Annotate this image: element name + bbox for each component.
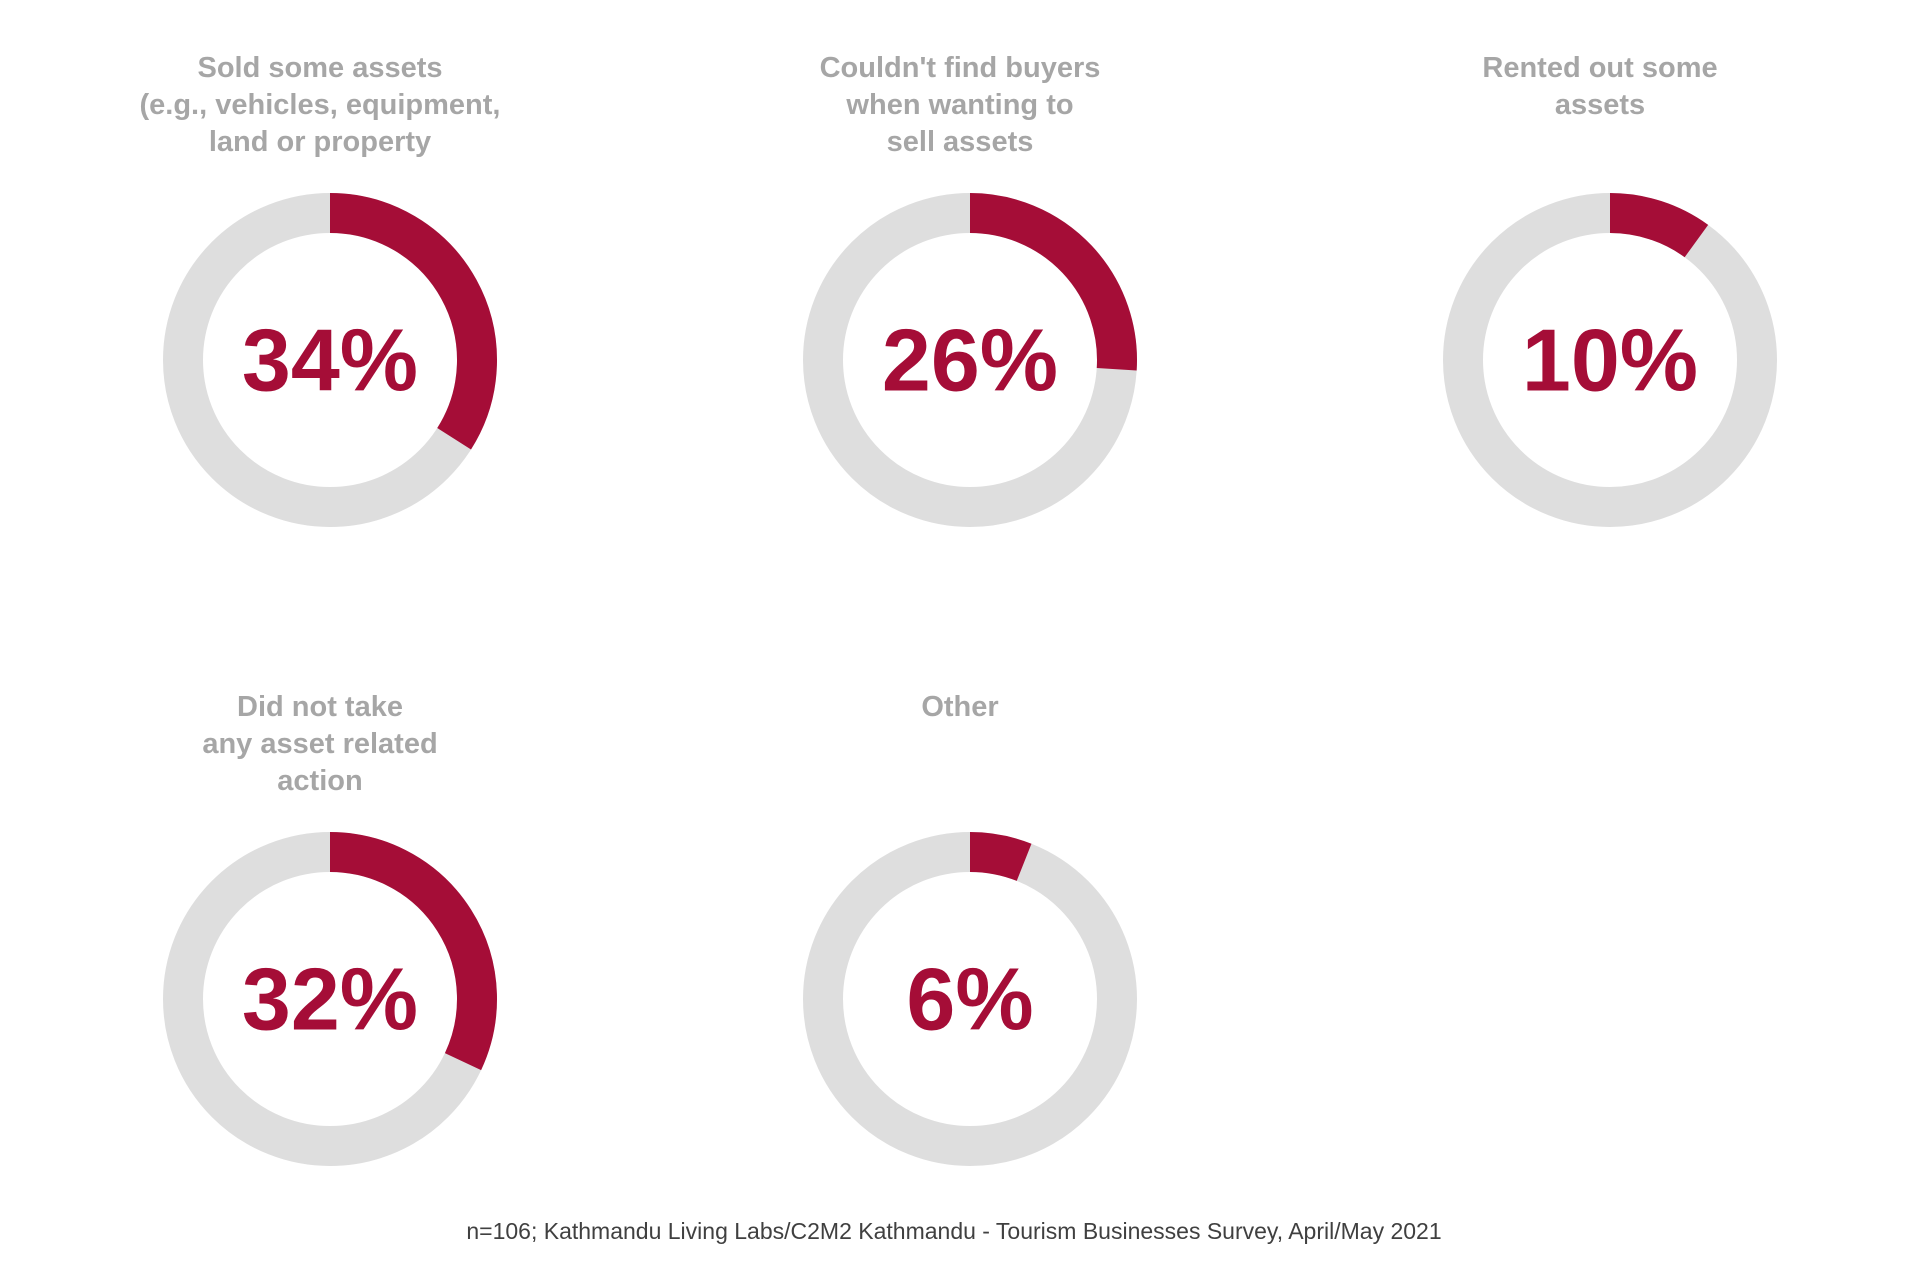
- panel-title: Couldn't find buyers when wanting to sel…: [710, 50, 1210, 161]
- title-line: Did not take: [237, 691, 403, 723]
- title-line: land or property: [208, 126, 432, 158]
- donut-panel-other: Other 6%: [710, 689, 1210, 1209]
- donut-panel-no-buyers: Couldn't find buyers when wanting to sel…: [710, 50, 1210, 570]
- donut-chart: 26%: [803, 193, 1137, 527]
- percent-label: 6%: [906, 950, 1033, 1049]
- title-line: assets: [1554, 89, 1646, 121]
- donut-chart: 34%: [163, 193, 497, 527]
- donut-chart: 10%: [1443, 193, 1777, 527]
- donut-panel-rented-assets: Rented out some assets 10%: [1350, 50, 1850, 570]
- percent-label: 26%: [882, 311, 1058, 410]
- panel-title: Other: [710, 689, 1210, 726]
- title-line: Sold some assets: [197, 52, 443, 84]
- donut-panel-no-action: Did not take any asset related action 32…: [70, 689, 570, 1209]
- donut-value-arc: [969, 193, 1137, 371]
- panel-title: Rented out some assets: [1350, 50, 1850, 124]
- percent-label: 10%: [1522, 311, 1698, 410]
- percent-label: 34%: [242, 311, 418, 410]
- title-line: sell assets: [886, 126, 1034, 158]
- donut-value-arc: [969, 832, 1032, 882]
- title-line: action: [277, 765, 363, 797]
- donut-panel-sold-assets: Sold some assets (e.g., vehicles, equipm…: [70, 50, 570, 570]
- donut-value-arc: [1609, 193, 1709, 258]
- panel-title: Sold some assets (e.g., vehicles, equipm…: [70, 50, 570, 161]
- donut-value-arc: [329, 832, 497, 1071]
- title-line: when wanting to: [846, 89, 1074, 121]
- title-line: Couldn't find buyers: [819, 52, 1101, 84]
- percent-label: 32%: [242, 950, 418, 1049]
- title-line: Rented out some: [1482, 52, 1718, 84]
- panel-title: Did not take any asset related action: [70, 689, 570, 800]
- source-note: n=106; Kathmandu Living Labs/C2M2 Kathma…: [466, 1218, 1442, 1244]
- donut-chart: 6%: [803, 832, 1137, 1166]
- title-line: any asset related: [202, 728, 438, 760]
- title-line: (e.g., vehicles, equipment,: [139, 89, 501, 121]
- donut-value-arc: [329, 193, 497, 450]
- title-line: Other: [921, 691, 999, 723]
- donut-chart: 32%: [163, 832, 497, 1166]
